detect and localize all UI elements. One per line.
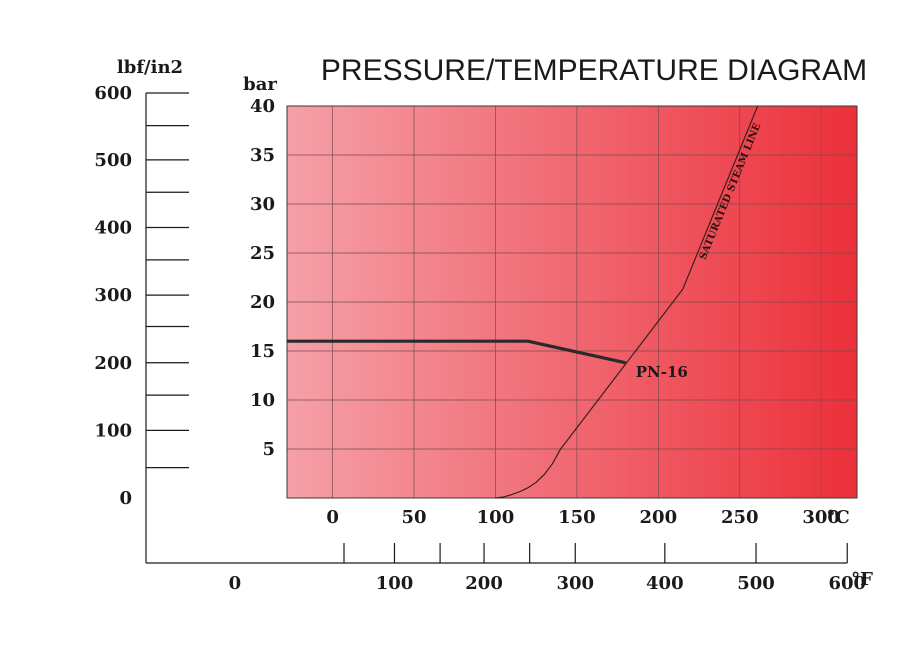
bar-tick-label: 15 bbox=[250, 341, 275, 362]
bar-tick-label: 40 bbox=[250, 96, 275, 117]
bar-tick-label: 35 bbox=[250, 145, 275, 166]
lbf-tick-label: 300 bbox=[94, 285, 132, 306]
fahrenheit-tick-label: 600 bbox=[828, 573, 866, 594]
bar-tick-label: 20 bbox=[250, 292, 275, 313]
lbf-tick-label: 400 bbox=[94, 218, 132, 239]
lbf-tick-label: 0 bbox=[119, 488, 132, 509]
fahrenheit-tick-label: 200 bbox=[465, 573, 503, 594]
celsius-tick-label: 100 bbox=[477, 507, 515, 528]
bar-tick-label: 30 bbox=[250, 194, 275, 215]
celsius-unit: °C bbox=[826, 507, 849, 528]
bar-tick-label: 25 bbox=[250, 243, 275, 264]
bar-tick-label: 5 bbox=[262, 439, 275, 460]
celsius-tick-label: 0 bbox=[326, 507, 339, 528]
saturated-steam-line bbox=[495, 105, 759, 499]
bar-tick-label: 10 bbox=[250, 390, 275, 411]
celsius-tick-label: 150 bbox=[558, 507, 596, 528]
fahrenheit-tick-label: 0 bbox=[229, 573, 242, 594]
lbf-tick-label: 100 bbox=[94, 420, 132, 441]
fahrenheit-tick-label: 400 bbox=[646, 573, 684, 594]
celsius-tick-label: 200 bbox=[640, 507, 678, 528]
celsius-tick-label: 300 bbox=[802, 507, 840, 528]
pn16-line bbox=[287, 339, 627, 365]
bar-axis-ticks: 5 10 15 20 25 30 35 40 bbox=[250, 96, 275, 460]
chart-title: PRESSURE/TEMPERATURE DIAGRAM bbox=[321, 54, 867, 87]
fahrenheit-tick-label: 500 bbox=[737, 573, 775, 594]
celsius-tick-label: 50 bbox=[401, 507, 426, 528]
celsius-tick-label: 250 bbox=[721, 507, 759, 528]
fahrenheit-unit: °F bbox=[851, 569, 873, 590]
lbf-tick-label: 500 bbox=[94, 150, 132, 171]
bar-unit: bar bbox=[243, 74, 277, 95]
fahrenheit-tick-label: 300 bbox=[556, 573, 594, 594]
fahrenheit-axis: 0 100 200 300 400 500 600 bbox=[146, 543, 866, 594]
lbf-axis: 0 100 200 300 400 500 600 bbox=[94, 83, 189, 563]
lbf-tick-label: 200 bbox=[94, 353, 132, 374]
pn16-label: PN-16 bbox=[636, 363, 688, 381]
series-layer bbox=[287, 105, 759, 499]
celsius-axis-ticks: 0 50 100 150 200 250 300 bbox=[326, 507, 840, 528]
lbf-tick-label: 600 bbox=[94, 83, 132, 104]
fahrenheit-tick-label: 100 bbox=[376, 573, 414, 594]
plot-border bbox=[286, 105, 858, 499]
outer-y-unit: lbf/in2 bbox=[117, 57, 183, 78]
